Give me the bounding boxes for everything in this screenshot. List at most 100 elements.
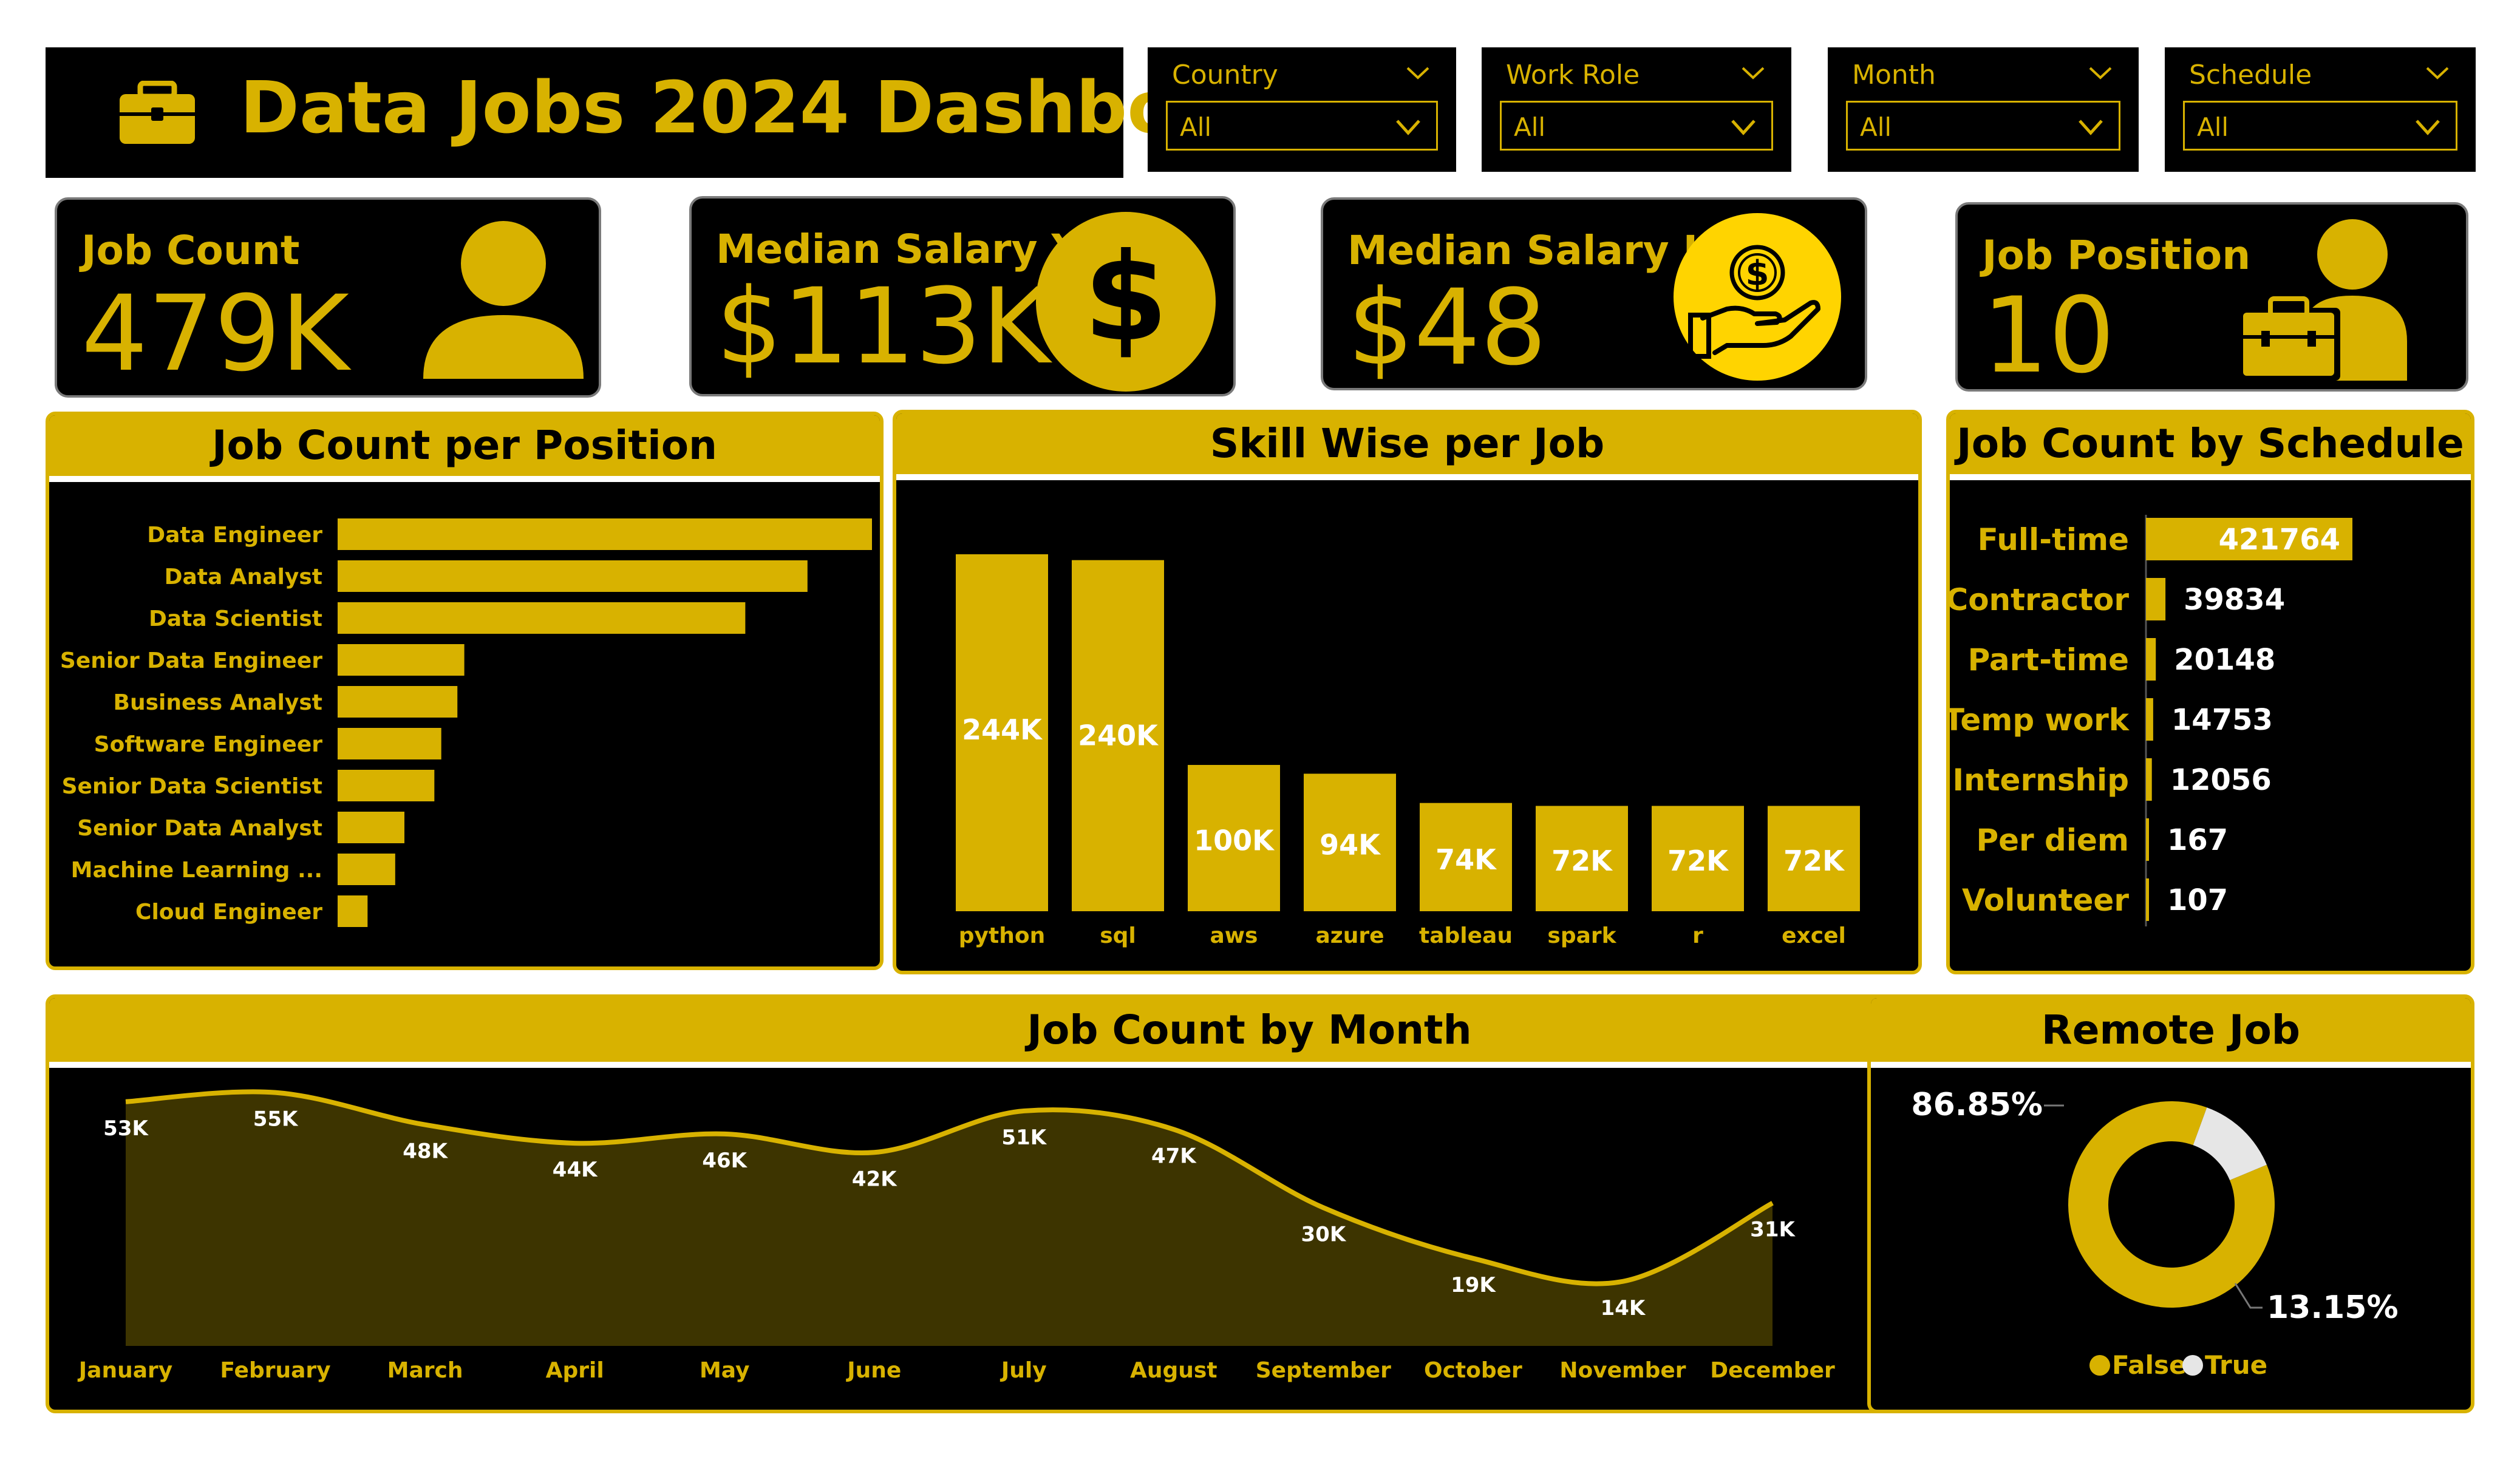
tick-label: October: [1424, 1358, 1522, 1383]
chevron-down-icon: [2079, 120, 2103, 135]
filter-value: All: [1180, 112, 1212, 142]
legend-swatch: [2089, 1355, 2110, 1376]
chevron-down-icon[interactable]: [2086, 61, 2114, 85]
chevron-down-icon: [1731, 120, 1755, 135]
data-label: 94K: [1320, 829, 1381, 861]
kpi-value: $113K: [716, 265, 1051, 387]
position-bar[interactable]: [338, 644, 465, 676]
position-bar[interactable]: [338, 602, 746, 634]
category-label: Volunteer: [1962, 883, 2129, 918]
filter-value: All: [2197, 112, 2229, 142]
schedule-bar[interactable]: [2146, 698, 2153, 741]
data-label: 55K: [253, 1107, 299, 1132]
data-label: 72K: [1783, 844, 1845, 877]
skill-wise-per-job-chart: 244K python 240K sql 100K aws 94K azure 74K table…: [956, 554, 1860, 948]
hand-coin-icon: $: [1674, 213, 1841, 381]
area-fill: [126, 1092, 1773, 1346]
tick-label: November: [1559, 1358, 1686, 1383]
data-label: 421764: [2219, 523, 2340, 557]
donut-slice[interactable]: [2068, 1101, 2275, 1308]
filter-dropdown[interactable]: All: [1166, 101, 1438, 151]
data-label: 14K: [1601, 1296, 1646, 1320]
chevron-down-icon: [1396, 120, 1420, 135]
category-label: aws: [1210, 923, 1258, 948]
skill-bar[interactable]: [1072, 560, 1164, 911]
position-bar[interactable]: [338, 560, 808, 592]
data-label: 42K: [852, 1167, 897, 1191]
filter-value: All: [1860, 112, 1892, 142]
position-bar[interactable]: [338, 895, 368, 927]
chevron-down-icon[interactable]: [2423, 61, 2451, 85]
skill-bar[interactable]: [1188, 765, 1280, 911]
panel-title: Skill Wise per Job: [1210, 420, 1605, 467]
skill-bar[interactable]: [1652, 806, 1744, 911]
slice-label: 13.15%: [2267, 1289, 2399, 1326]
filter-label: Country: [1172, 59, 1278, 90]
skill-bar[interactable]: [1768, 806, 1860, 911]
position-bar[interactable]: [338, 770, 435, 801]
svg-text:$: $: [1083, 227, 1168, 368]
filter-dropdown[interactable]: All: [2183, 101, 2457, 151]
tick-label: April: [546, 1358, 604, 1383]
category-label: Internship: [1952, 762, 2129, 798]
data-label: 53K: [103, 1116, 149, 1141]
data-label: 39834: [2184, 583, 2285, 617]
skill-bar[interactable]: [956, 554, 1048, 911]
tick-label: March: [387, 1358, 463, 1383]
legend-swatch: [2182, 1355, 2203, 1376]
filter-month[interactable]: Month All: [1828, 47, 2139, 172]
job-count-per-position-chart: Data Engineer Data Analyst Data Scientist S…: [60, 518, 872, 927]
schedule-bar[interactable]: [2146, 518, 2352, 560]
chevron-down-icon[interactable]: [1739, 61, 1767, 85]
svg-text:$: $: [1746, 254, 1769, 293]
category-label: Senior Data Engineer: [60, 648, 322, 673]
chevron-down-icon: [2416, 120, 2440, 135]
data-label: 19K: [1451, 1273, 1496, 1297]
position-bar[interactable]: [338, 518, 872, 550]
position-bar[interactable]: [338, 812, 404, 843]
legend-label: False: [2112, 1350, 2186, 1380]
data-label: 51K: [1001, 1126, 1047, 1150]
kpi-median-salary-year: Median Salary Year $113K $: [689, 196, 1236, 396]
data-label: 47K: [1151, 1144, 1197, 1168]
schedule-bar[interactable]: [2146, 638, 2156, 681]
category-label: Data Analyst: [165, 565, 322, 589]
tick-label: July: [999, 1358, 1047, 1383]
data-label: 72K: [1667, 844, 1729, 877]
kpi-job-count: Job Count 479K: [55, 197, 601, 398]
schedule-bar[interactable]: [2146, 878, 2149, 921]
schedule-bar[interactable]: [2146, 578, 2166, 620]
filter-dropdown[interactable]: All: [1846, 101, 2120, 151]
kpi-label: Job Position: [1982, 232, 2251, 279]
data-label: 30K: [1301, 1222, 1347, 1246]
skill-bar[interactable]: [1304, 773, 1396, 911]
filter-label: Work Role: [1506, 59, 1640, 90]
position-bar[interactable]: [338, 854, 395, 885]
position-bar[interactable]: [338, 686, 458, 718]
kpi-value: $48: [1347, 267, 1547, 389]
data-label: 244K: [962, 713, 1043, 746]
category-label: Data Engineer: [147, 523, 322, 548]
person-icon: [423, 221, 584, 379]
schedule-bar[interactable]: [2146, 758, 2152, 801]
filter-label: Month: [1852, 59, 1936, 90]
filter-value: All: [1514, 112, 1546, 142]
skill-bar[interactable]: [1420, 803, 1512, 911]
donut-slice[interactable]: [2193, 1107, 2267, 1181]
filter-country[interactable]: Country All: [1148, 47, 1456, 172]
category-label: tableau: [1419, 923, 1513, 948]
schedule-bar[interactable]: [2146, 818, 2149, 861]
job-count-by-schedule-chart: Full-time 421764 Contractor 39834 Part-time 2…: [1950, 515, 2352, 926]
panel-job-count-per-position: Job Count per Position Data Engineer Data…: [46, 412, 884, 970]
filter-schedule[interactable]: Schedule All: [2165, 47, 2476, 172]
position-bar[interactable]: [338, 728, 441, 759]
data-label: 100K: [1194, 824, 1275, 857]
chevron-down-icon[interactable]: [1404, 61, 1432, 85]
data-label: 31K: [1750, 1218, 1796, 1242]
tick-label: January: [77, 1358, 172, 1383]
filter-work-role[interactable]: Work Role All: [1482, 47, 1791, 172]
job-count-by-month-chart: 53K January 55K February 48K March 44K April 46K…: [77, 1089, 1835, 1383]
filter-dropdown[interactable]: All: [1500, 101, 1773, 151]
skill-bar[interactable]: [1536, 806, 1628, 911]
series-line[interactable]: [125, 1089, 1774, 1286]
